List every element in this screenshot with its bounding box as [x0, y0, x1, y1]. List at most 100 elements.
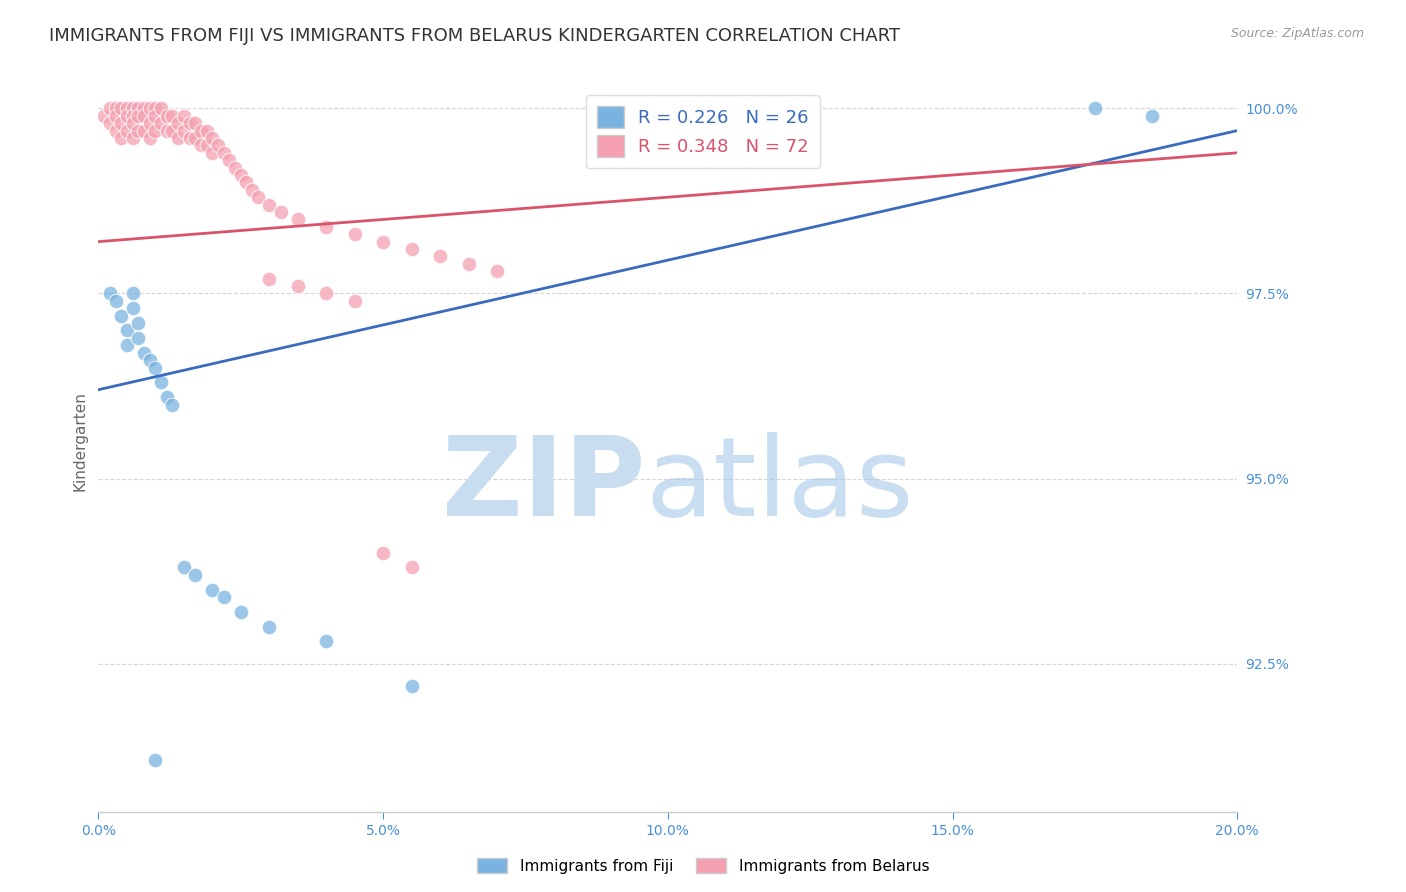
Point	[207, 138, 229, 153]
Point	[132, 101, 155, 115]
Point	[429, 249, 451, 263]
Point	[457, 257, 479, 271]
Point	[218, 153, 240, 168]
Point	[315, 286, 337, 301]
Point	[259, 271, 281, 285]
Text: ZIP: ZIP	[441, 433, 645, 540]
Point	[127, 109, 149, 123]
Point	[93, 109, 115, 123]
Point	[259, 197, 281, 211]
Point	[127, 123, 149, 137]
Point	[104, 293, 127, 308]
Point	[212, 145, 235, 160]
Point	[401, 242, 423, 256]
Point	[162, 397, 184, 411]
Point	[201, 145, 224, 160]
Point	[195, 138, 218, 153]
Text: IMMIGRANTS FROM FIJI VS IMMIGRANTS FROM BELARUS KINDERGARTEN CORRELATION CHART: IMMIGRANTS FROM FIJI VS IMMIGRANTS FROM …	[49, 27, 900, 45]
Point	[184, 131, 207, 145]
Point	[110, 309, 132, 323]
Text: atlas: atlas	[645, 433, 914, 540]
Point	[179, 116, 201, 130]
Point	[121, 116, 143, 130]
Point	[167, 116, 190, 130]
Point	[373, 546, 395, 560]
Point	[195, 123, 218, 137]
Point	[121, 286, 143, 301]
Point	[240, 183, 263, 197]
Point	[150, 376, 173, 390]
Point	[162, 123, 184, 137]
Point	[162, 109, 184, 123]
Point	[115, 101, 138, 115]
Point	[190, 138, 212, 153]
Legend: R = 0.226   N = 26, R = 0.348   N = 72: R = 0.226 N = 26, R = 0.348 N = 72	[586, 95, 820, 168]
Point	[343, 293, 366, 308]
Point	[98, 101, 121, 115]
Point	[246, 190, 269, 204]
Point	[315, 219, 337, 234]
Point	[229, 605, 252, 619]
Point	[270, 205, 292, 219]
Point	[121, 101, 143, 115]
Y-axis label: Kindergarten: Kindergarten	[72, 392, 87, 491]
Point	[138, 353, 160, 368]
Point	[156, 109, 179, 123]
Text: Source: ZipAtlas.com: Source: ZipAtlas.com	[1230, 27, 1364, 40]
Point	[127, 331, 149, 345]
Point	[104, 101, 127, 115]
Point	[121, 109, 143, 123]
Point	[224, 161, 246, 175]
Point	[138, 101, 160, 115]
Point	[486, 264, 509, 278]
Point	[167, 131, 190, 145]
Point	[104, 109, 127, 123]
Point	[156, 390, 179, 404]
Point	[110, 116, 132, 130]
Point	[229, 168, 252, 182]
Point	[201, 582, 224, 597]
Point	[212, 590, 235, 604]
Point	[150, 101, 173, 115]
Point	[138, 116, 160, 130]
Point	[315, 634, 337, 648]
Point	[127, 316, 149, 330]
Point	[127, 101, 149, 115]
Point	[190, 123, 212, 137]
Point	[145, 123, 167, 137]
Point	[373, 235, 395, 249]
Point	[287, 212, 309, 227]
Point	[115, 123, 138, 137]
Point	[138, 131, 160, 145]
Point	[145, 101, 167, 115]
Point	[98, 116, 121, 130]
Point	[115, 323, 138, 337]
Point	[121, 301, 143, 316]
Point	[287, 279, 309, 293]
Point	[235, 175, 257, 189]
Point	[145, 360, 167, 375]
Point	[110, 131, 132, 145]
Point	[121, 131, 143, 145]
Point	[173, 560, 195, 574]
Point	[145, 753, 167, 767]
Point	[115, 338, 138, 352]
Point	[132, 123, 155, 137]
Point	[179, 131, 201, 145]
Point	[1084, 101, 1107, 115]
Point	[401, 560, 423, 574]
Point	[173, 109, 195, 123]
Point	[98, 286, 121, 301]
Point	[145, 109, 167, 123]
Point	[115, 109, 138, 123]
Point	[201, 131, 224, 145]
Point	[173, 123, 195, 137]
Point	[132, 109, 155, 123]
Point	[1140, 109, 1163, 123]
Point	[132, 345, 155, 359]
Point	[184, 116, 207, 130]
Point	[110, 101, 132, 115]
Point	[401, 679, 423, 693]
Point	[259, 620, 281, 634]
Point	[156, 123, 179, 137]
